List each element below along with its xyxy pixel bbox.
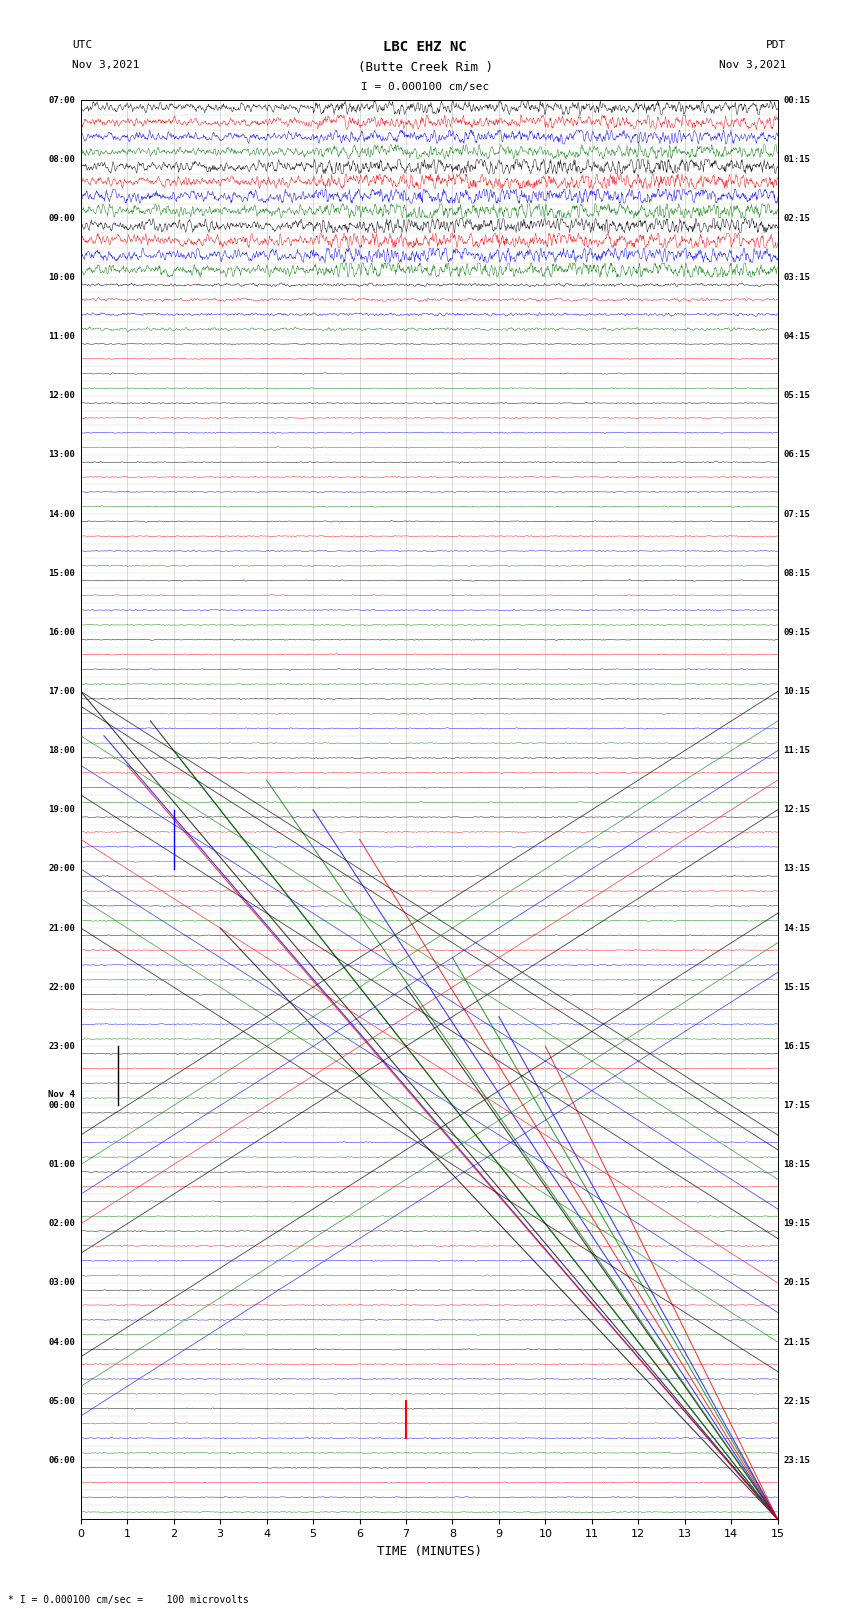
Text: 18:15: 18:15 — [784, 1160, 810, 1169]
Text: 23:00: 23:00 — [48, 1042, 75, 1050]
Text: Nov 3,2021: Nov 3,2021 — [719, 60, 786, 69]
Text: 13:00: 13:00 — [48, 450, 75, 460]
Text: 07:15: 07:15 — [784, 510, 810, 518]
Text: 21:00: 21:00 — [48, 924, 75, 932]
Text: 00:00: 00:00 — [48, 1102, 75, 1110]
Text: Nov 4: Nov 4 — [48, 1090, 75, 1098]
Text: 21:15: 21:15 — [784, 1337, 810, 1347]
Text: 09:00: 09:00 — [48, 215, 75, 223]
Text: 08:00: 08:00 — [48, 155, 75, 163]
Text: 03:15: 03:15 — [784, 273, 810, 282]
Text: PDT: PDT — [766, 40, 786, 50]
Text: 18:00: 18:00 — [48, 747, 75, 755]
Text: 02:15: 02:15 — [784, 215, 810, 223]
Text: 04:00: 04:00 — [48, 1337, 75, 1347]
Text: 14:15: 14:15 — [784, 924, 810, 932]
Text: 06:00: 06:00 — [48, 1457, 75, 1465]
Text: 15:00: 15:00 — [48, 569, 75, 577]
Text: 01:15: 01:15 — [784, 155, 810, 163]
Text: 12:00: 12:00 — [48, 392, 75, 400]
X-axis label: TIME (MINUTES): TIME (MINUTES) — [377, 1545, 482, 1558]
Text: 16:00: 16:00 — [48, 627, 75, 637]
Text: 22:15: 22:15 — [784, 1397, 810, 1405]
Text: 02:00: 02:00 — [48, 1219, 75, 1227]
Text: 05:15: 05:15 — [784, 392, 810, 400]
Text: 19:00: 19:00 — [48, 805, 75, 815]
Text: 06:15: 06:15 — [784, 450, 810, 460]
Text: (Butte Creek Rim ): (Butte Creek Rim ) — [358, 61, 492, 74]
Text: 03:00: 03:00 — [48, 1279, 75, 1287]
Text: * I = 0.000100 cm/sec =    100 microvolts: * I = 0.000100 cm/sec = 100 microvolts — [8, 1595, 249, 1605]
Text: 17:15: 17:15 — [784, 1102, 810, 1110]
Text: 17:00: 17:00 — [48, 687, 75, 695]
Text: 20:00: 20:00 — [48, 865, 75, 873]
Text: 22:00: 22:00 — [48, 982, 75, 992]
Text: 00:15: 00:15 — [784, 95, 810, 105]
Text: Nov 3,2021: Nov 3,2021 — [72, 60, 139, 69]
Text: 09:15: 09:15 — [784, 627, 810, 637]
Text: 11:15: 11:15 — [784, 747, 810, 755]
Text: 05:00: 05:00 — [48, 1397, 75, 1405]
Text: 01:00: 01:00 — [48, 1160, 75, 1169]
Text: 13:15: 13:15 — [784, 865, 810, 873]
Text: 10:15: 10:15 — [784, 687, 810, 695]
Text: 08:15: 08:15 — [784, 569, 810, 577]
Text: 23:15: 23:15 — [784, 1457, 810, 1465]
Text: 04:15: 04:15 — [784, 332, 810, 340]
Text: 19:15: 19:15 — [784, 1219, 810, 1227]
Text: LBC EHZ NC: LBC EHZ NC — [383, 40, 467, 55]
Text: 14:00: 14:00 — [48, 510, 75, 518]
Text: UTC: UTC — [72, 40, 93, 50]
Text: 07:00: 07:00 — [48, 95, 75, 105]
Text: 10:00: 10:00 — [48, 273, 75, 282]
Text: 15:15: 15:15 — [784, 982, 810, 992]
Text: 16:15: 16:15 — [784, 1042, 810, 1050]
Text: 12:15: 12:15 — [784, 805, 810, 815]
Text: 11:00: 11:00 — [48, 332, 75, 340]
Text: I = 0.000100 cm/sec: I = 0.000100 cm/sec — [361, 82, 489, 92]
Text: 20:15: 20:15 — [784, 1279, 810, 1287]
